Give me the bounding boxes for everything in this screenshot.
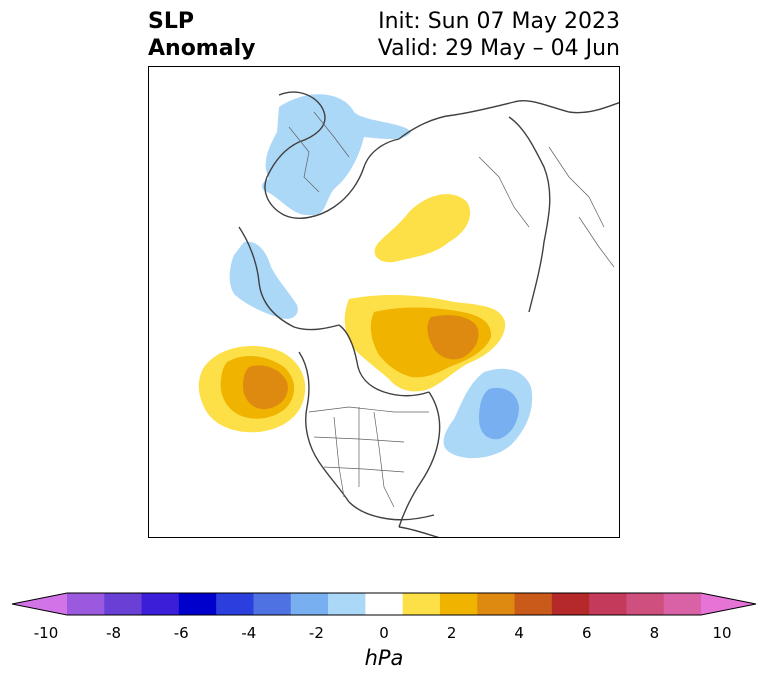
colorbar-tick-label: 6 — [582, 624, 592, 642]
map-svg — [198, 91, 619, 537]
colorbar-segment — [514, 593, 553, 615]
colorbar-segment — [141, 593, 180, 615]
chart-title: SLP Anomaly — [148, 8, 255, 62]
colorbar-segment — [67, 593, 105, 615]
colorbar-segment — [216, 593, 254, 615]
colorbar-segment — [439, 593, 478, 615]
colorbar-segment — [290, 593, 329, 615]
colorbar-unit: hPa — [364, 646, 404, 670]
colorbar-segment — [402, 593, 441, 615]
colorbar-extend-low — [12, 593, 67, 615]
colorbar-tick-label: 8 — [649, 624, 660, 642]
title-line-1: SLP — [148, 9, 194, 34]
colorbar-segment — [328, 593, 366, 615]
coastlines — [238, 91, 619, 537]
colorbar-tick-label: 10 — [712, 624, 732, 642]
colorbar-tick-label: -6 — [173, 624, 189, 642]
colorbar-segment — [178, 593, 217, 615]
colorbar-segment — [626, 593, 665, 615]
anomaly-pos-greenland-3 — [427, 315, 479, 360]
anomaly-neg-atlantic-2 — [479, 387, 519, 440]
colorbar-extend-high — [701, 593, 756, 615]
colorbar-tick-label: -8 — [106, 624, 122, 642]
anomaly-neg-alaska — [229, 241, 298, 319]
colorbar — [11, 592, 757, 616]
colorbar-segment — [551, 593, 590, 615]
colorbar-tick-label: 2 — [446, 624, 457, 642]
colorbar-segment — [365, 593, 404, 615]
borders — [288, 111, 615, 508]
colorbar-tick-label: 4 — [514, 624, 524, 642]
colorbar-segment — [589, 593, 627, 615]
colorbar-tick-label: -4 — [241, 624, 257, 642]
colorbar-tick-label: -10 — [33, 624, 59, 642]
colorbar-tick-label: -2 — [308, 624, 324, 642]
colorbar-segment — [104, 593, 143, 615]
anomaly-neg-scandinavia — [261, 94, 411, 216]
colorbar-segment — [663, 593, 702, 615]
colorbar-segment — [477, 593, 516, 615]
colorbar-tick-label: 0 — [379, 624, 389, 642]
valid-range: Valid: 29 May – 04 Jun — [377, 36, 620, 61]
forecast-info: Init: Sun 07 May 2023 Valid: 29 May – 04… — [378, 8, 620, 62]
title-line-2: Anomaly — [148, 36, 256, 61]
colorbar-outline — [11, 592, 757, 616]
init-date: Init: Sun 07 May 2023 — [378, 9, 620, 34]
anomaly-pos-siberia — [374, 194, 471, 263]
colorbar-segment — [253, 593, 292, 615]
anomaly-pos-pacific-3 — [243, 365, 288, 410]
anomaly-map — [148, 66, 620, 538]
